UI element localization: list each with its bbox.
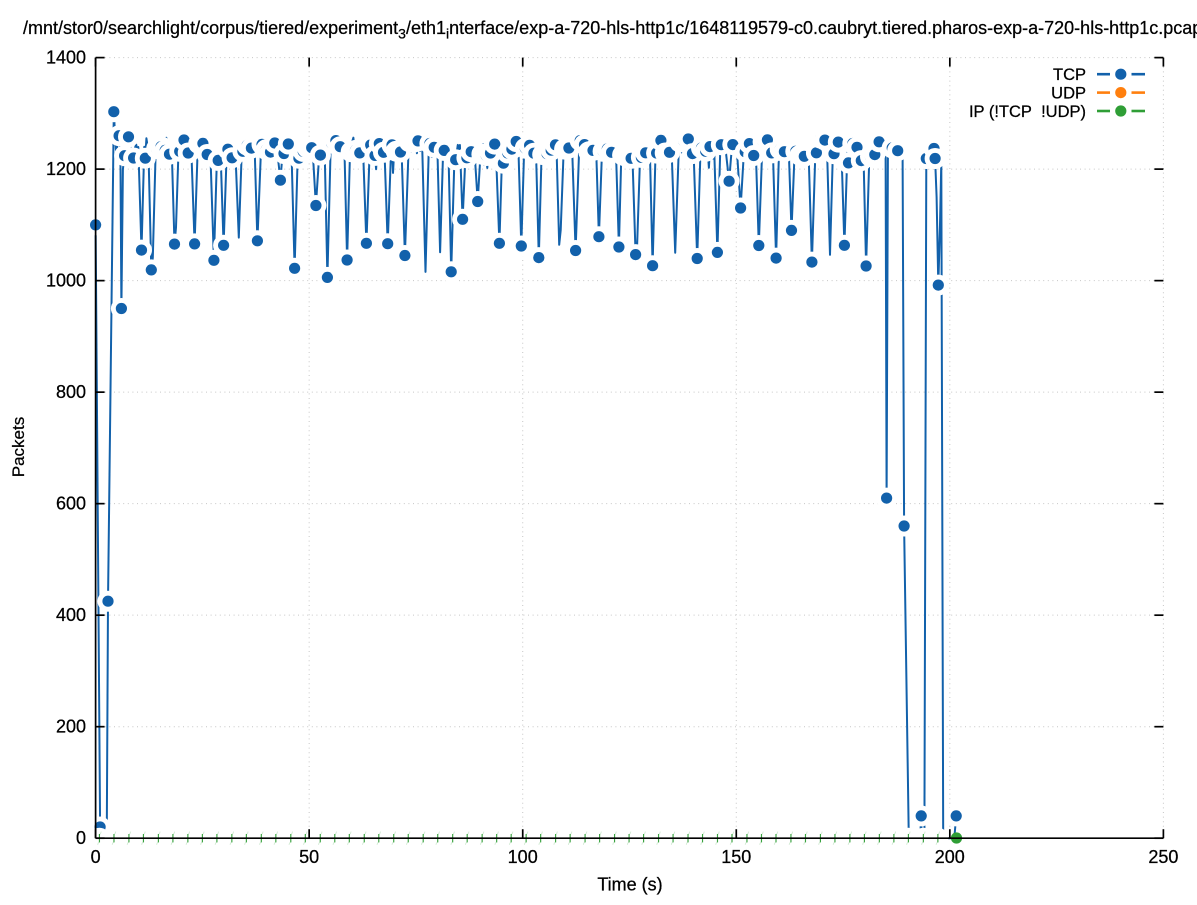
svg-text:400: 400 (56, 605, 86, 625)
svg-text:TCP: TCP (1053, 66, 1086, 84)
svg-text:250: 250 (1148, 847, 1178, 867)
svg-text:/mnt/stor0/searchlight/corpus/: /mnt/stor0/searchlight/corpus/tiered/exp… (23, 18, 1197, 41)
svg-text:IP (!TCP !UDP): IP (!TCP !UDP) (969, 103, 1086, 121)
svg-text:1000: 1000 (46, 271, 86, 291)
svg-text:0: 0 (91, 847, 101, 867)
svg-text:100: 100 (508, 847, 538, 867)
svg-text:Time (s): Time (s) (597, 875, 662, 895)
svg-text:1200: 1200 (46, 159, 86, 179)
svg-text:Packets: Packets (9, 417, 28, 477)
svg-text:150: 150 (721, 847, 751, 867)
svg-text:200: 200 (935, 847, 965, 867)
svg-text:200: 200 (56, 717, 86, 737)
svg-text:600: 600 (56, 494, 86, 514)
svg-text:UDP: UDP (1051, 84, 1086, 102)
svg-text:1400: 1400 (46, 48, 86, 68)
svg-text:0: 0 (76, 828, 86, 848)
svg-text:50: 50 (299, 847, 319, 867)
svg-text:800: 800 (56, 382, 86, 402)
